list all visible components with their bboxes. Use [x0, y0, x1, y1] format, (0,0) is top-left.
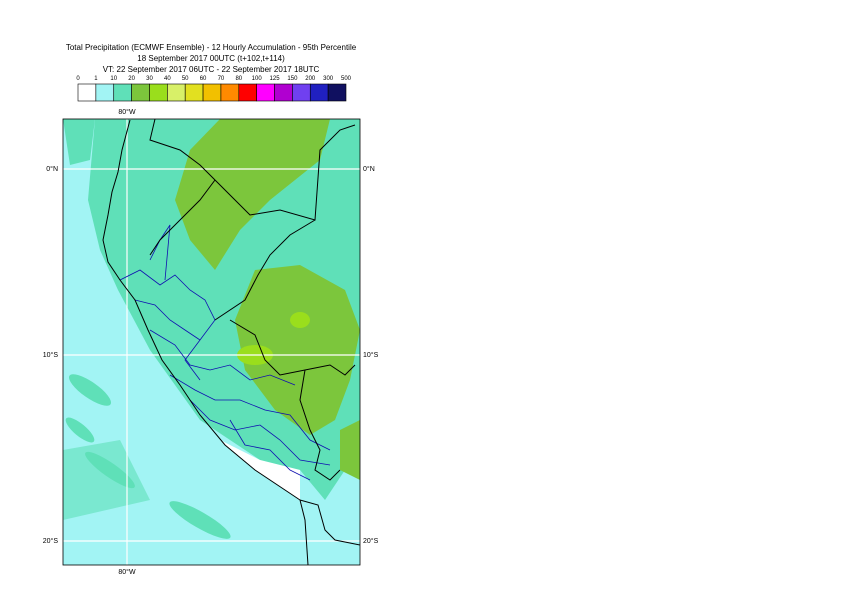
- lat-label: 20°S: [363, 537, 379, 545]
- legend-swatch: [292, 83, 311, 102]
- map-frame: [62, 118, 361, 566]
- legend-label: 50: [182, 76, 189, 82]
- legend-swatch: [238, 83, 257, 102]
- legend-swatch: [95, 83, 115, 102]
- title-line: VT: 22 September 2017 06UTC - 22 Septemb…: [103, 65, 320, 74]
- legend-swatch: [167, 83, 186, 102]
- legend-label: 300: [323, 76, 334, 82]
- title-line: Total Precipitation (ECMWF Ensemble) - 1…: [66, 43, 357, 52]
- legend-swatch: [184, 83, 204, 102]
- legend-swatch: [113, 83, 132, 102]
- legend-label: 30: [146, 76, 153, 82]
- legend-label: 125: [270, 76, 281, 82]
- lon-label: 80°W: [118, 568, 136, 576]
- map: [63, 119, 360, 565]
- legend-swatch: [327, 83, 347, 102]
- title-line: 18 September 2017 00UTC (t+102,t+114): [137, 54, 285, 63]
- legend-swatch: [220, 83, 240, 102]
- legend-label: 150: [287, 76, 298, 82]
- legend-label: 500: [341, 76, 352, 82]
- legend-label: 40: [164, 76, 171, 82]
- lat-label: 0°N: [363, 165, 375, 173]
- legend-swatch: [309, 83, 329, 102]
- legend-label: 100: [252, 76, 263, 82]
- legend-swatch: [149, 83, 168, 102]
- legend-label: 10: [110, 76, 117, 82]
- legend-label: 0: [76, 76, 80, 82]
- lat-label: 0°N: [46, 165, 58, 173]
- legend-swatch: [202, 83, 222, 102]
- legend-swatch: [274, 83, 293, 102]
- legend-label: 60: [200, 76, 207, 82]
- lat-label: 10°S: [43, 351, 59, 359]
- legend-label: 80: [235, 76, 242, 82]
- legend-label: 200: [305, 76, 316, 82]
- legend-swatch: [131, 83, 150, 102]
- legend-label: 20: [128, 76, 135, 82]
- legend-swatch: [256, 83, 275, 102]
- lat-label: 20°S: [43, 537, 59, 545]
- legend-label: 1: [94, 76, 98, 82]
- lon-label: 80°W: [118, 108, 136, 116]
- lat-label: 10°S: [363, 351, 379, 359]
- legend-swatch: [77, 83, 97, 102]
- legend-label: 70: [218, 76, 225, 82]
